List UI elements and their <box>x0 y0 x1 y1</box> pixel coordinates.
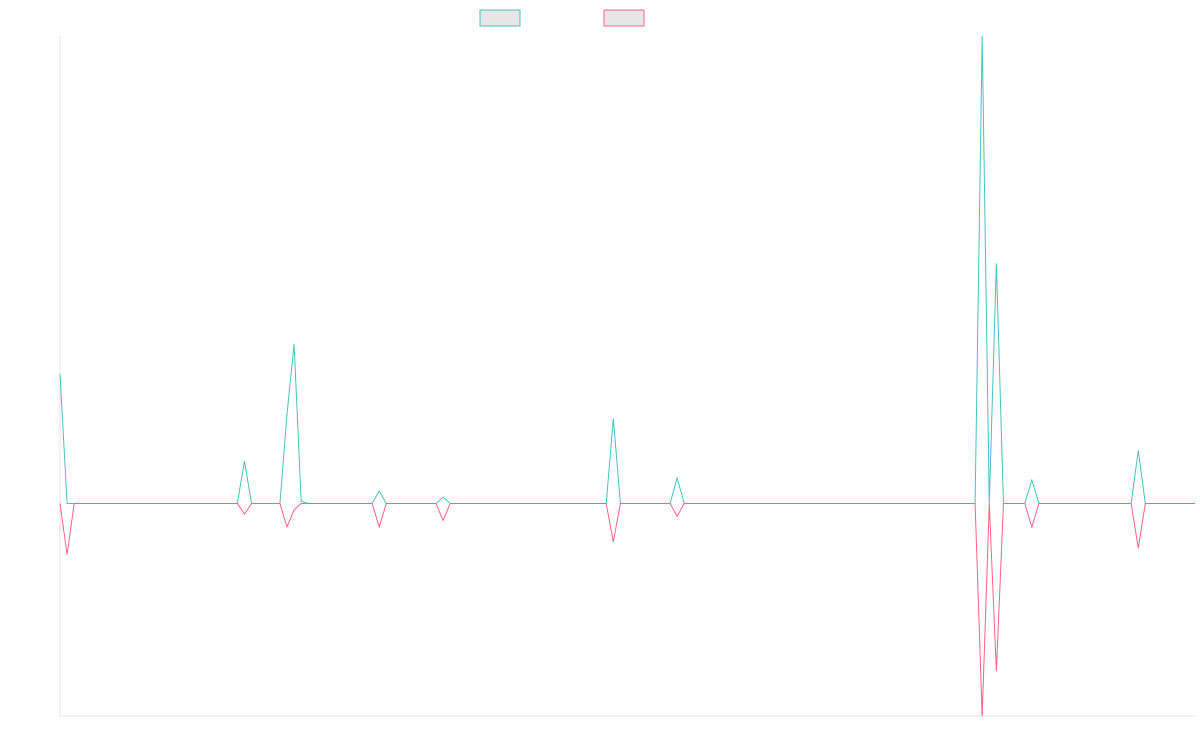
series-line-1 <box>59 35 1195 504</box>
legend-swatch-2[interactable] <box>603 9 645 27</box>
axes <box>59 36 1195 717</box>
series-line-2 <box>59 503 1195 717</box>
series-layer <box>59 35 1195 717</box>
legend-swatch-1[interactable] <box>479 9 521 27</box>
legend[interactable] <box>479 9 645 27</box>
